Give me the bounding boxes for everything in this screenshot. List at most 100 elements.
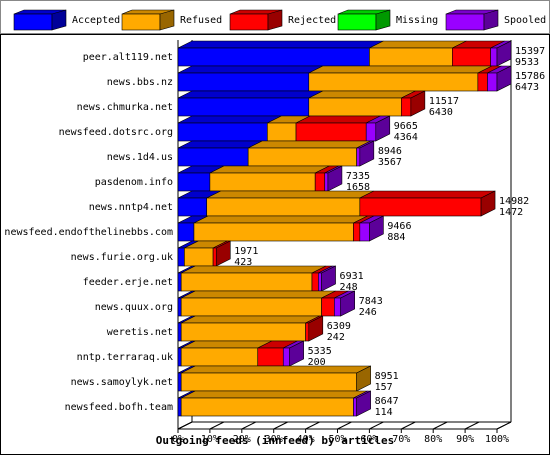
- legend-swatch: [159, 9, 175, 31]
- bar-segment: [308, 90, 416, 117]
- bar-segment: [193, 215, 368, 242]
- bar-segment: [359, 190, 496, 217]
- bar-top: [181, 290, 336, 299]
- row-total-label: 8647: [375, 396, 399, 407]
- category-label: peer.alt119.net: [83, 52, 173, 63]
- bar-segment: [180, 390, 368, 417]
- row-total-label: 1971: [234, 246, 258, 257]
- bar-segment: [177, 90, 323, 117]
- bar-front: [318, 272, 322, 292]
- bar-segment: [206, 190, 374, 217]
- category-label: weretis.net: [107, 327, 173, 338]
- bar-side: [308, 315, 324, 342]
- bar-segment: [177, 65, 323, 92]
- bar-top: [209, 165, 330, 174]
- bar-front: [177, 147, 249, 167]
- bar-front: [452, 47, 491, 67]
- bar-front: [180, 297, 322, 317]
- legend-item: Refused: [121, 9, 222, 31]
- bar-segment: [318, 265, 336, 292]
- bar-front: [490, 47, 498, 67]
- legend-item: Rejected: [229, 9, 336, 31]
- legend-swatch: [267, 9, 283, 31]
- legend-swatch: [51, 9, 67, 31]
- bar-front: [193, 222, 354, 242]
- bar-front: [177, 247, 185, 267]
- bar-segment: [365, 115, 391, 142]
- legend-swatch: [375, 9, 391, 31]
- bar-segment: [308, 65, 492, 92]
- bar-segment: [180, 265, 327, 292]
- x-tick: [241, 421, 257, 430]
- bar-top: [181, 390, 368, 399]
- bar-front: [177, 97, 310, 117]
- bar-front: [177, 222, 195, 242]
- bar-segment: [180, 315, 320, 342]
- bar-front: [477, 72, 488, 92]
- bar-segment: [247, 140, 371, 167]
- bar-front: [305, 322, 310, 342]
- bar-side: [496, 40, 512, 67]
- x-tick: [337, 421, 352, 430]
- bar-top: [177, 40, 384, 49]
- bar-front: [212, 247, 217, 267]
- bar-front: [180, 272, 313, 292]
- category-label: newsfeed.dotsrc.org: [59, 127, 173, 138]
- row-total-label: 11517: [429, 96, 459, 107]
- row-total-label: 9665: [394, 121, 418, 132]
- row-accepted-label: 884: [387, 232, 405, 243]
- bar-front: [184, 247, 214, 267]
- bar-segment: [180, 365, 371, 392]
- category-label: nntp.terraraq.uk: [77, 352, 173, 363]
- bar-top: [359, 190, 496, 199]
- bar-front: [206, 197, 361, 217]
- row-accepted-label: 248: [340, 282, 358, 293]
- bar-segment: [282, 340, 304, 367]
- bar-top: [206, 190, 374, 199]
- bar-top: [177, 140, 263, 149]
- bar-front: [487, 72, 498, 92]
- x-tick-label: 60%: [360, 434, 378, 445]
- category-label: newsfeed.endofthelinebbs.com: [4, 227, 173, 238]
- bar-segment: [177, 115, 282, 142]
- row-accepted-label: 6430: [429, 107, 453, 118]
- category-label: pasdenom.info: [95, 177, 173, 188]
- x-axis-title: Outgoing feeds (innfeed) by articles: [156, 434, 394, 447]
- legend-swatch: [13, 13, 53, 31]
- bar-front: [365, 122, 377, 142]
- bar-front: [209, 172, 316, 192]
- bar-front: [247, 147, 357, 167]
- legend-swatch: [483, 9, 499, 31]
- bar-side: [356, 365, 371, 392]
- legend-swatch: [337, 13, 377, 31]
- x-tick-label: 70%: [392, 434, 410, 445]
- x-tick-label: 20%: [233, 434, 251, 445]
- bar-segment: [324, 165, 343, 192]
- bar-side: [496, 65, 512, 92]
- x-tick: [432, 421, 448, 430]
- bar-front: [359, 197, 482, 217]
- bar-top: [181, 365, 371, 374]
- bar-segment: [177, 165, 225, 192]
- bar-segment: [177, 40, 384, 67]
- bar-front: [353, 397, 357, 417]
- bar-front: [311, 272, 319, 292]
- x-tick-label: 0%: [172, 434, 184, 445]
- x-tick-label: 100%: [485, 434, 509, 445]
- bar-top: [295, 115, 381, 124]
- bar-side: [327, 165, 343, 192]
- bar-front: [321, 297, 335, 317]
- bar-front: [295, 122, 367, 142]
- category-label: news.bbs.nz: [107, 77, 173, 88]
- row-total-label: 7335: [346, 171, 370, 182]
- bar-front: [400, 97, 412, 117]
- bar-segment: [356, 140, 375, 167]
- x-tick: [369, 421, 384, 430]
- row-total-label: 15786: [515, 71, 545, 82]
- category-label: news.nntp4.net: [89, 202, 173, 213]
- bar-front: [180, 322, 306, 342]
- x-tick: [209, 421, 225, 430]
- bar-segment: [321, 290, 349, 317]
- legend-swatch: [445, 13, 485, 31]
